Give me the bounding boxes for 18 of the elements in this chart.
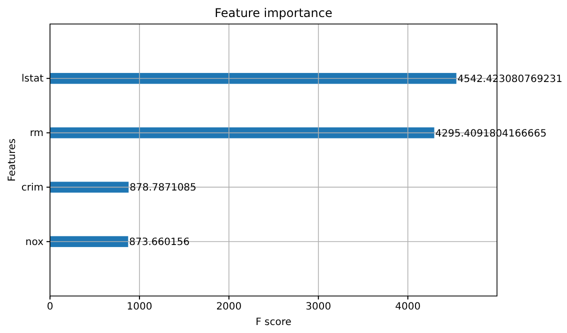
- chart-title: Feature importance: [214, 6, 332, 20]
- y-tick-label: lstat: [22, 74, 44, 85]
- x-tick-label: 0: [46, 302, 54, 313]
- y-tick-label: nox: [25, 236, 44, 248]
- x-tick-label: 3000: [306, 302, 332, 313]
- y-tick-label: crim: [21, 182, 44, 194]
- bar: [50, 182, 129, 193]
- x-tick-label: 1000: [126, 302, 152, 313]
- data-label: 878.7871085: [130, 182, 196, 194]
- x-tick-label: 4000: [395, 302, 421, 313]
- data-label: 873.660156: [129, 237, 190, 248]
- bar: [50, 72, 456, 84]
- x-tick-label: 2000: [216, 302, 242, 313]
- y-tick-label: rm: [30, 128, 44, 139]
- x-axis-title: F score: [256, 317, 292, 328]
- bar: [50, 127, 434, 138]
- bar: [50, 236, 128, 248]
- y-axis-title: Features: [7, 138, 18, 182]
